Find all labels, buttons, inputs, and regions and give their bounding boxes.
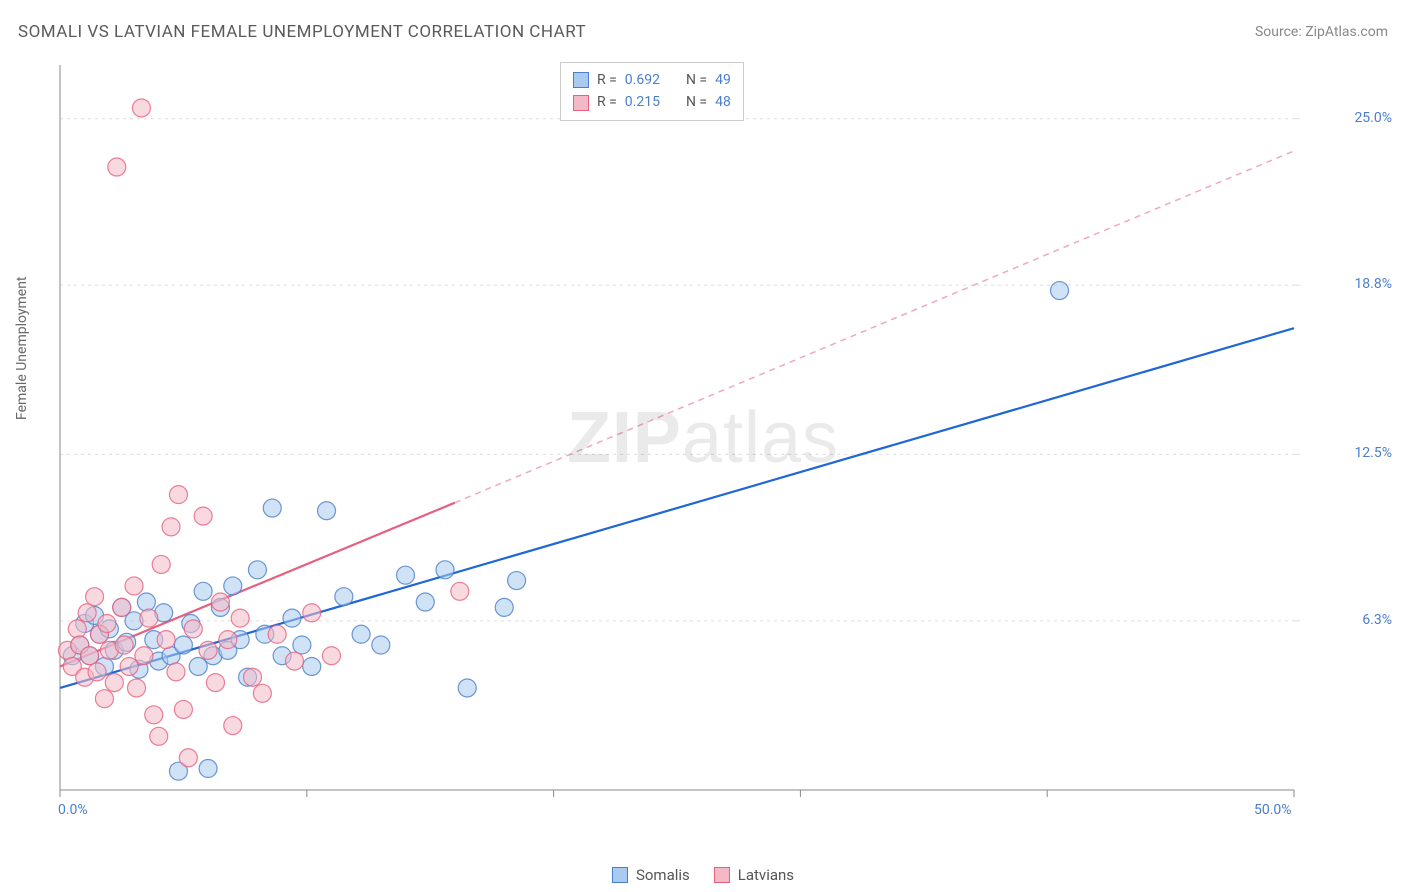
legend-correlation: R = 0.692 N = 49 R = 0.215 N = 48 (560, 62, 744, 121)
legend-item-latvians: Latvians (714, 866, 794, 884)
legend-item-somalis: Somalis (612, 866, 690, 884)
swatch-latvians-bottom (714, 867, 730, 883)
legend-series: Somalis Latvians (612, 866, 794, 884)
y-tick-label: 12.5% (1354, 445, 1392, 461)
swatch-latvians (573, 95, 589, 111)
x-tick-label: 0.0% (58, 802, 88, 818)
legend-row-latvians: R = 0.215 N = 48 (573, 91, 731, 113)
y-tick-label: 25.0% (1354, 110, 1392, 126)
source-label: Source: ZipAtlas.com (1255, 24, 1388, 40)
y-axis-label: Female Unemployment (14, 276, 30, 420)
x-tick-label: 50.0% (1254, 802, 1292, 818)
chart-title: SOMALI VS LATVIAN FEMALE UNEMPLOYMENT CO… (18, 22, 586, 42)
y-tick-label: 18.8% (1354, 276, 1392, 292)
swatch-somalis (573, 72, 589, 88)
swatch-somalis-bottom (612, 867, 628, 883)
correlation-chart: SOMALI VS LATVIAN FEMALE UNEMPLOYMENT CO… (0, 0, 1406, 892)
plot-svg (54, 60, 1344, 830)
y-tick-label: 6.3% (1362, 612, 1392, 628)
legend-row-somalis: R = 0.692 N = 49 (573, 69, 731, 91)
